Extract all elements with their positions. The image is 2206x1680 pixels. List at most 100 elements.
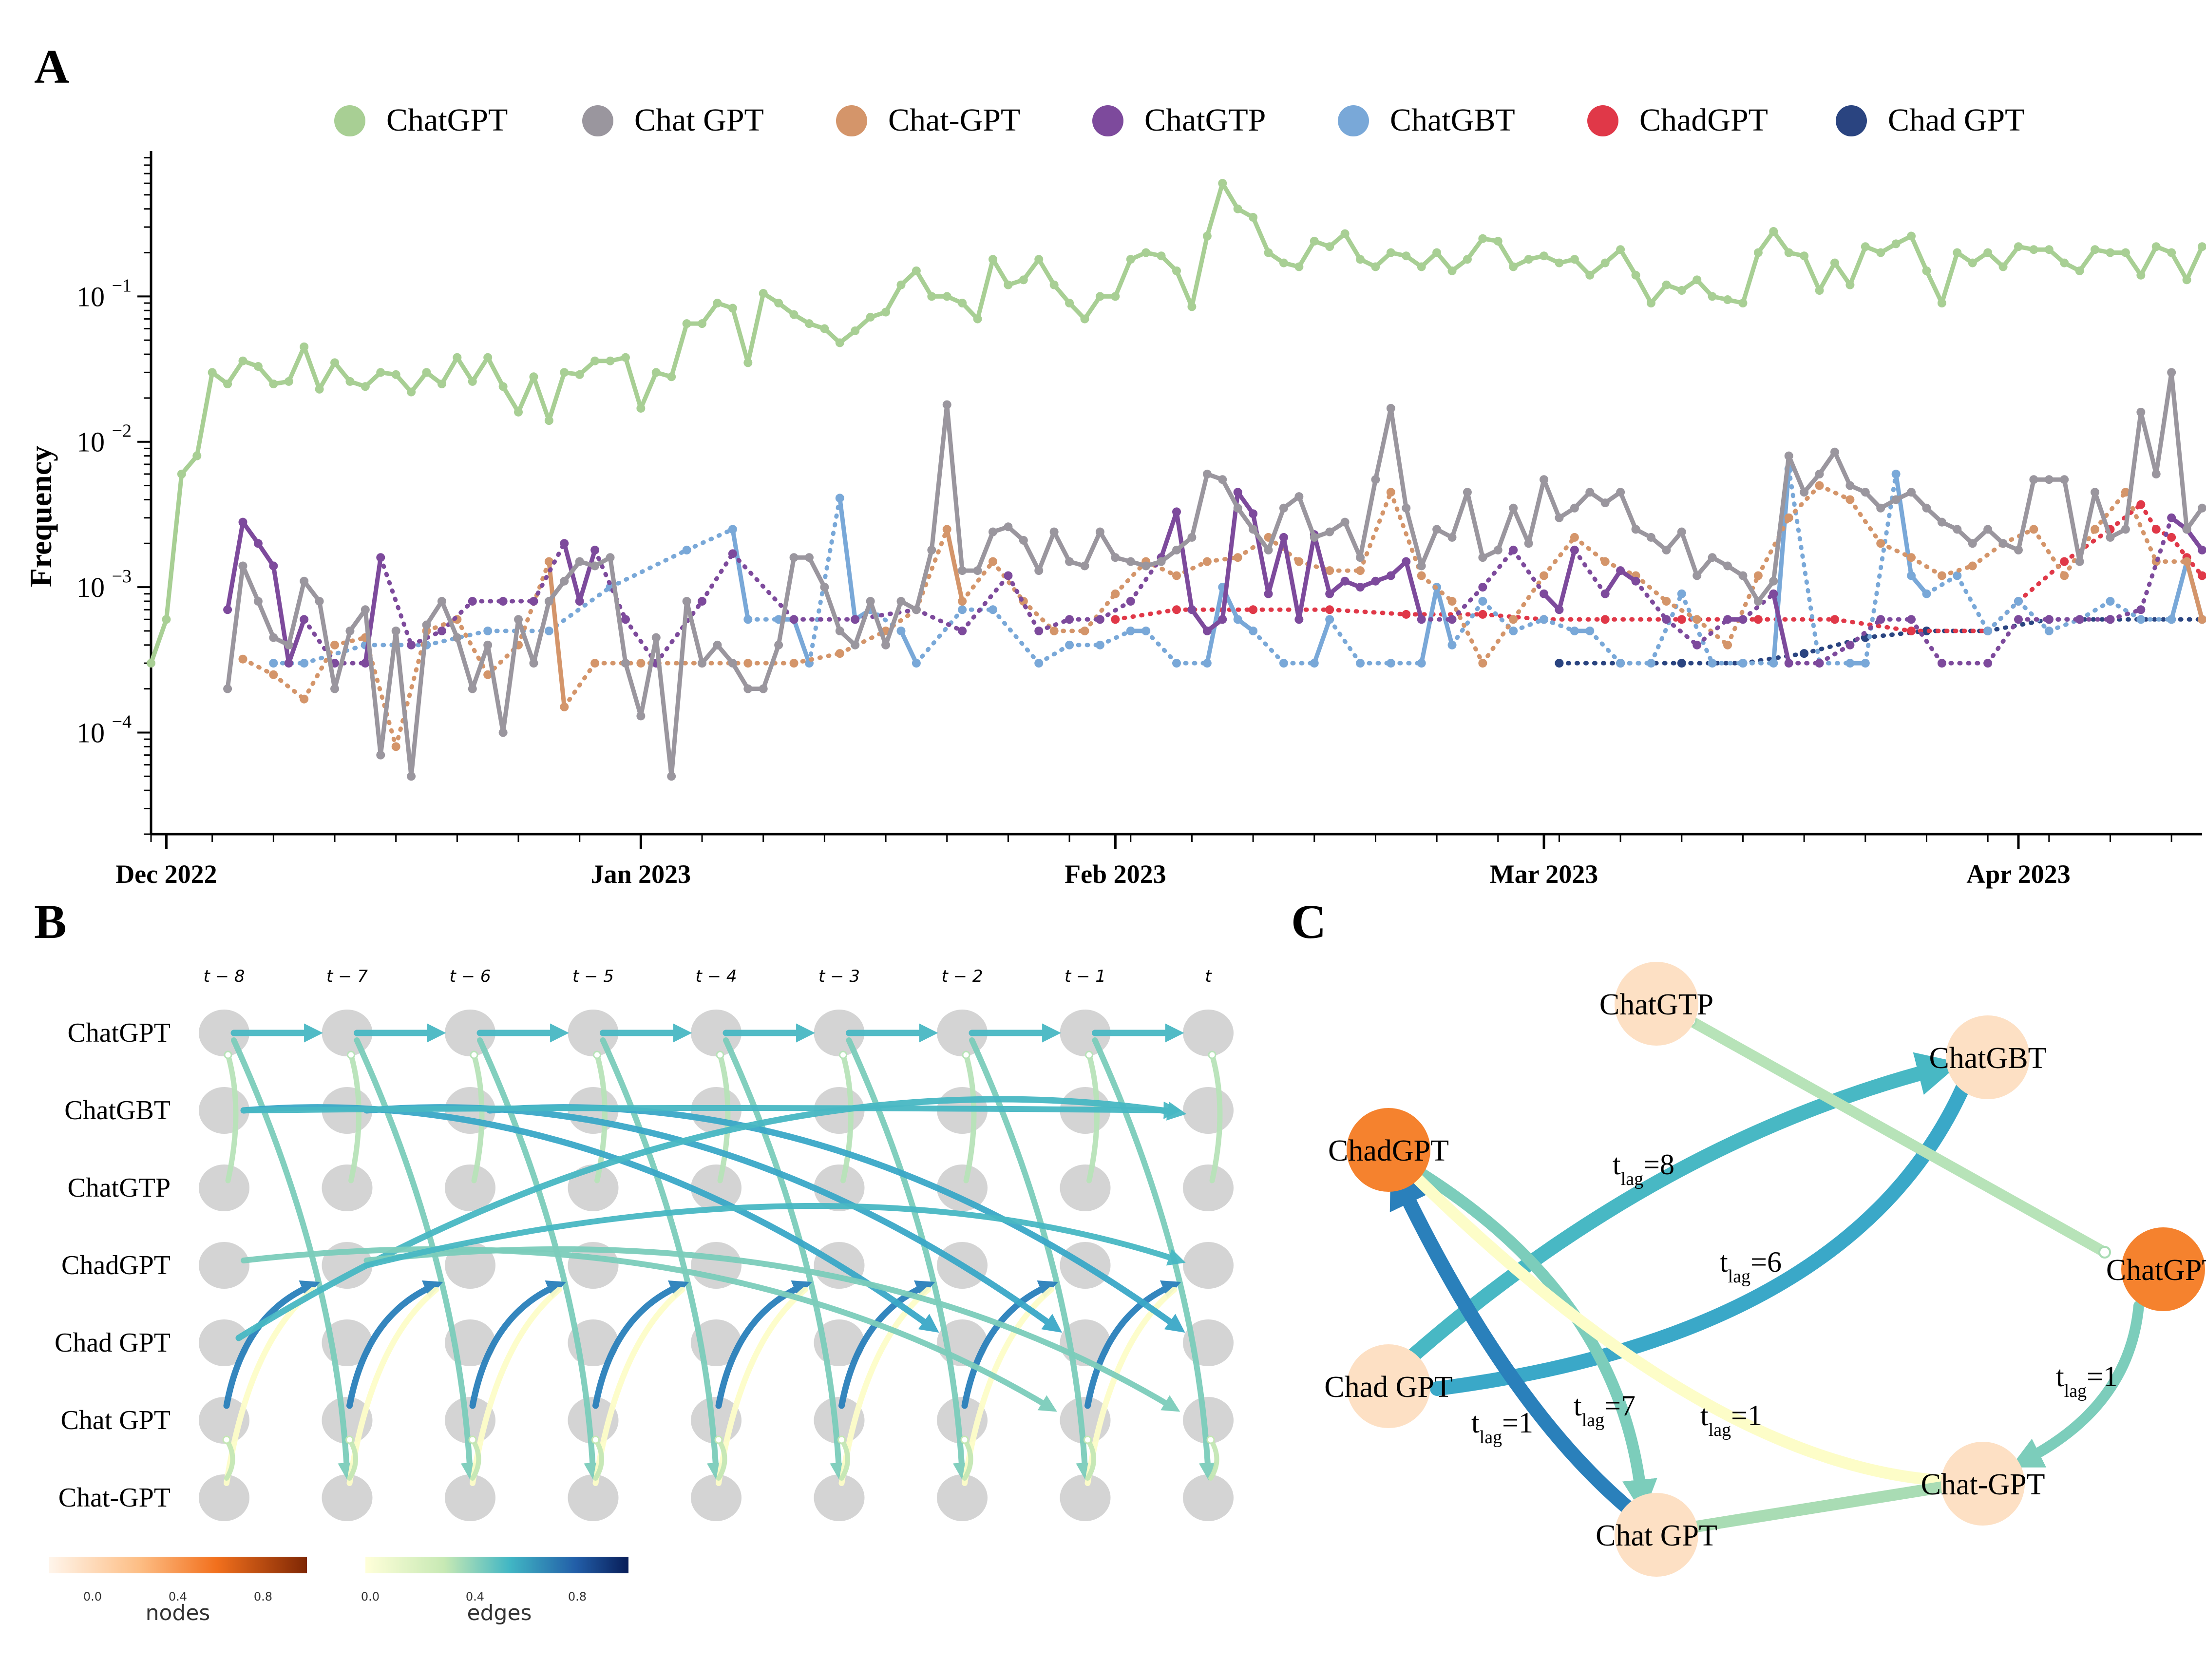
data-point bbox=[1907, 626, 1916, 635]
data-point bbox=[606, 356, 615, 365]
series-segment bbox=[914, 607, 965, 666]
edge-source-dot bbox=[347, 1050, 355, 1059]
data-point bbox=[1937, 571, 1946, 580]
colorbar-edges-gradient bbox=[365, 1557, 628, 1573]
row-label: Chat GPT bbox=[60, 1405, 171, 1435]
series-segment bbox=[1771, 592, 1791, 666]
data-point bbox=[1111, 553, 1120, 562]
data-point bbox=[1279, 659, 1288, 668]
data-point bbox=[437, 379, 446, 388]
series-segment bbox=[960, 573, 1010, 633]
data-point bbox=[636, 403, 646, 413]
data-point bbox=[1830, 447, 1839, 457]
chart-a: Frequency 10 −4 10 −3 10 −2 10 −1 Dec 2022 Jan 20… bbox=[23, 151, 2206, 889]
data-point bbox=[2167, 533, 2176, 542]
series-segment bbox=[1220, 490, 1240, 622]
network-edge bbox=[969, 1037, 1094, 1481]
network-node bbox=[691, 1474, 742, 1521]
data-point bbox=[1800, 649, 1809, 658]
data-point bbox=[1585, 270, 1595, 280]
data-point bbox=[2091, 525, 2100, 534]
legend: ChatGPT Chat GPT Chat-GPT ChatGTP ChatGBT Cha… bbox=[334, 102, 2025, 138]
data-point bbox=[2106, 533, 2115, 542]
network-edge bbox=[962, 1437, 973, 1481]
series-segment bbox=[990, 257, 1010, 287]
data-point bbox=[1616, 245, 1625, 254]
data-point bbox=[988, 557, 997, 566]
network-edge bbox=[838, 1287, 931, 1486]
data-point bbox=[223, 684, 232, 693]
data-point bbox=[804, 319, 814, 328]
data-point bbox=[2014, 242, 2023, 251]
series-segment bbox=[1021, 538, 1041, 573]
data-point bbox=[1402, 557, 1411, 566]
data-point bbox=[1447, 597, 1457, 606]
network-edge bbox=[346, 1287, 439, 1486]
series-segment bbox=[1634, 273, 1654, 305]
series-segment bbox=[2123, 490, 2159, 564]
data-point bbox=[1646, 533, 1655, 542]
network-node bbox=[814, 1165, 865, 1211]
series-segment bbox=[2138, 515, 2174, 612]
data-point bbox=[651, 633, 661, 642]
series-segment bbox=[455, 635, 475, 691]
series-segment bbox=[547, 585, 613, 633]
series-segment bbox=[1205, 555, 1240, 564]
series-segment bbox=[194, 370, 215, 458]
data-point bbox=[942, 400, 951, 409]
data-point bbox=[1998, 262, 2008, 271]
edge-label-value: =1 bbox=[1731, 1399, 1762, 1432]
data-point bbox=[1279, 503, 1288, 513]
data-point bbox=[1738, 615, 1748, 624]
series-segment bbox=[730, 527, 750, 622]
data-point bbox=[1646, 299, 1655, 308]
data-point bbox=[606, 553, 615, 562]
colorbar-nodes-gradient bbox=[49, 1557, 307, 1573]
network-node bbox=[937, 1165, 988, 1211]
network-node bbox=[1183, 1165, 1234, 1211]
colorbar-nodes-tick: 0.0 bbox=[83, 1590, 102, 1604]
data-point bbox=[483, 640, 493, 649]
data-point bbox=[269, 379, 278, 388]
edge-label-value: =7 bbox=[1604, 1390, 1635, 1422]
network-edge bbox=[241, 1246, 1057, 1412]
data-point bbox=[1264, 545, 1273, 554]
data-point bbox=[468, 597, 477, 606]
edge-source-dot bbox=[1208, 1050, 1217, 1059]
data-point bbox=[759, 684, 768, 693]
panel-c-network: ChatGTP ChatGBT ChadGPT ChatGPT Chad GPT Chat… bbox=[1324, 962, 2206, 1577]
data-point bbox=[1294, 262, 1304, 271]
data-point bbox=[1769, 227, 1778, 236]
series-segment bbox=[516, 374, 536, 415]
data-point bbox=[590, 545, 600, 554]
data-point bbox=[1922, 626, 1931, 635]
data-point bbox=[238, 561, 247, 571]
time-label: t − 8 bbox=[203, 967, 245, 986]
series-segment bbox=[837, 629, 888, 656]
series-segment bbox=[1847, 617, 1883, 648]
edge-label-sub: lag bbox=[1728, 1266, 1750, 1287]
data-point bbox=[1646, 659, 1655, 668]
data-point bbox=[1432, 248, 1442, 257]
series-segment bbox=[2138, 244, 2159, 278]
data-point bbox=[2136, 605, 2146, 614]
data-point bbox=[743, 684, 753, 693]
data-point bbox=[1753, 571, 1763, 580]
data-point bbox=[1233, 204, 1242, 213]
network-edge bbox=[486, 1104, 1185, 1333]
data-point bbox=[1202, 659, 1212, 668]
data-point bbox=[851, 615, 860, 624]
data-point bbox=[2014, 597, 2023, 606]
data-point bbox=[1356, 583, 1365, 592]
series-segment bbox=[1251, 629, 1286, 666]
data-point bbox=[1325, 242, 1334, 251]
data-point bbox=[1845, 659, 1855, 668]
network-edge bbox=[347, 1437, 358, 1481]
data-point bbox=[927, 292, 936, 301]
data-point bbox=[223, 605, 232, 614]
series-segment bbox=[363, 607, 383, 758]
series-segment bbox=[960, 559, 995, 604]
network-node bbox=[937, 1474, 988, 1521]
data-point bbox=[1600, 615, 1610, 624]
data-point bbox=[1417, 615, 1426, 624]
